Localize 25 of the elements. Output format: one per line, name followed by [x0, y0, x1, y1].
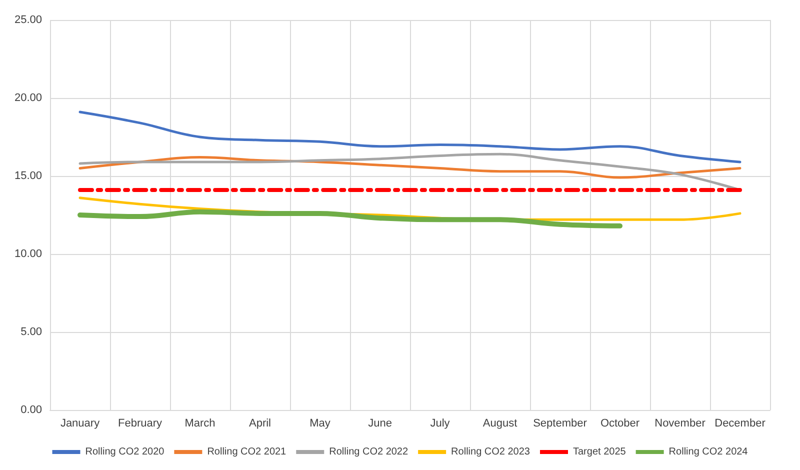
x-tick-label: February	[118, 418, 162, 430]
y-tick-label: 0.00	[20, 404, 42, 416]
x-tick-label: January	[60, 418, 100, 430]
legend-label: Rolling CO2 2024	[668, 446, 748, 458]
x-tick-label: November	[654, 418, 706, 430]
x-tick-label: July	[430, 418, 450, 430]
legend-label: Target 2025	[572, 446, 626, 458]
x-tick-label: August	[482, 418, 518, 430]
y-tick-label: 15.00	[14, 170, 42, 182]
line-series	[78, 110, 742, 164]
x-tick-label: June	[368, 418, 392, 430]
legend-label: Rolling CO2 2023	[451, 446, 530, 458]
legend-label: Rolling CO2 2021	[207, 446, 287, 458]
y-tick-label: 25.00	[14, 14, 42, 26]
x-tick-label: September	[533, 418, 588, 430]
y-tick-label: 10.00	[14, 248, 42, 260]
legend-label: Rolling CO2 2020	[85, 446, 165, 458]
y-tick-label: 5.00	[20, 326, 42, 338]
x-tick-label: April	[248, 418, 272, 430]
x-tick-label: March	[184, 418, 216, 430]
legend-label: Rolling CO2 2022	[329, 446, 408, 458]
x-tick-label: May	[310, 418, 331, 430]
x-tick-label: October	[600, 418, 640, 430]
y-tick-label: 20.00	[14, 92, 42, 104]
x-tick-label: December	[714, 418, 766, 430]
